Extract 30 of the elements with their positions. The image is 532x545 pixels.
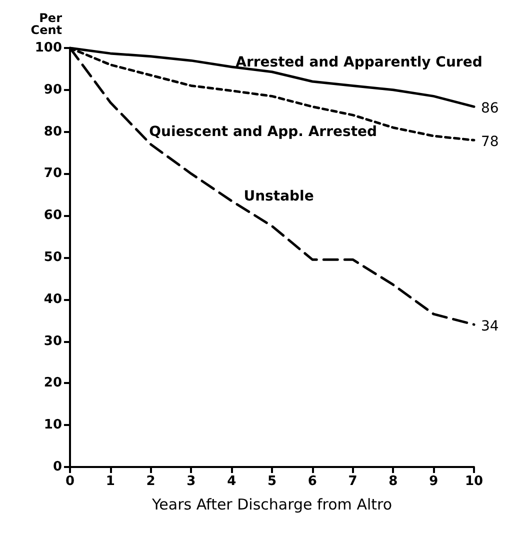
y-tick-label: 70 [44, 166, 62, 182]
y-axis-title: Per Cent [30, 11, 62, 37]
x-axis-title: Years After Discharge from Altro [150, 496, 392, 514]
y-tick-label: 40 [44, 292, 62, 307]
x-tick-label: 6 [308, 474, 317, 489]
x-tick-label: 7 [348, 474, 358, 489]
x-tick-label: 8 [388, 474, 398, 489]
data-label: 86 [481, 100, 499, 117]
y-tick-label: 60 [44, 208, 62, 224]
series-label: Quiescent and App. Arrested [149, 124, 378, 140]
x-tick-label: 1 [106, 474, 115, 489]
x-tick-label: 3 [186, 474, 196, 489]
y-tick-label: 80 [44, 124, 62, 140]
y-tick-label: 50 [44, 250, 62, 265]
y-tick-label: 30 [44, 334, 62, 349]
x-tick-label: 10 [464, 474, 484, 489]
x-tick-label: 9 [429, 474, 438, 489]
series-label: Unstable [244, 188, 314, 205]
y-tick-label: 90 [44, 82, 62, 98]
data-label: 78 [481, 134, 499, 150]
x-tick-label: 4 [227, 474, 236, 489]
x-tick-label: 0 [65, 474, 75, 489]
x-tick-label: 2 [146, 474, 156, 489]
y-tick-label: 20 [44, 376, 62, 391]
y-tick-label: 0 [52, 460, 62, 474]
series-label: Arrested and Apparently Cured [236, 54, 482, 71]
y-tick-label: 100 [34, 40, 62, 56]
y-tick-label: 10 [44, 418, 62, 433]
x-tick-label: 5 [267, 474, 277, 489]
data-label: 34 [481, 318, 499, 335]
